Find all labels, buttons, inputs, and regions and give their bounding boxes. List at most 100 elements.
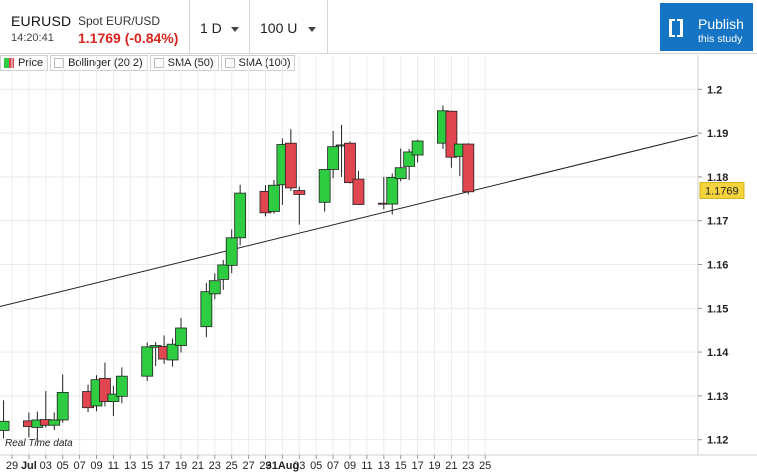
candle-down [462,143,475,193]
candle-down [352,178,365,205]
time-tick-label: 05 [310,460,322,472]
publish-button[interactable]: Publish this study [660,3,753,51]
time-tick-label: 27 [242,460,254,472]
time-tick-label: 05 [57,460,69,472]
candle-up [327,146,340,170]
last-price-label: 1.1769 [705,185,739,197]
time-tick-label: 11 [108,460,119,472]
candle-up [394,167,407,180]
candle-up [268,184,280,212]
quote-time: 14:20:41 [11,32,54,44]
time-tick-label: 23 [209,460,221,472]
interval-dropdown[interactable]: 1 D [190,0,250,54]
price-tick-label: 1.17 [707,216,728,228]
realtime-note: Real Time data [5,438,73,449]
candle-up [411,140,424,156]
indicator-legend: Price Bollinger (20 2) SMA (50) SMA (100… [0,55,297,73]
time-tick-label: 15 [141,460,153,472]
time-tick-label: 03 [293,460,305,472]
candle-down [99,377,111,402]
candle-down [284,142,297,189]
candle-up [234,192,247,239]
legend-item-sma-100[interactable]: SMA (100) [220,55,296,71]
chart-toolbar: EURUSD Spot EUR/USD 14:20:41 1.1769 (-0.… [0,0,757,54]
price-tick-label: 1.13 [707,391,728,403]
candle-up [141,346,154,377]
legend-item-sma-50[interactable]: SMA (50) [149,55,219,71]
time-tick-label: 25 [226,460,238,472]
interval-value: 1 D [200,20,222,36]
price-tick-label: 1.16 [707,260,728,272]
legend-label: SMA (50) [167,57,214,69]
price-tick-label: 1.18 [707,172,728,184]
last-price-badge [699,182,745,199]
legend-label: Price [18,57,44,69]
checkbox-icon [54,58,65,68]
time-tick-label: 31Aug [266,460,300,472]
legend-item-bollinger[interactable]: Bollinger (20 2) [50,55,148,71]
time-tick-label: 21 [445,460,457,472]
price-change: 1.1769 (-0.84%) [78,30,179,46]
candle-up [386,176,399,205]
publish-icon [669,18,683,38]
publish-sublabel: this study [698,33,743,45]
time-tick-label: 19 [428,460,440,472]
range-value: 100 U [260,20,298,36]
time-tick-label: 15 [395,460,407,472]
time-axis: 29 Jul 03 05 07 09 11 13 15 17 19 21 23 25 27 2931Aug03… [6,455,491,472]
time-tick-label: 17 [411,460,423,472]
legend-label: SMA (100) [238,57,291,69]
trendline [0,134,699,308]
time-tick-label: 03 [40,460,52,472]
candle-up [175,327,187,346]
symbol-name: EURUSD [11,13,72,29]
symbol-box[interactable]: EURUSD Spot EUR/USD 14:20:41 1.1769 (-0.… [0,0,190,54]
time-tick-label: 09 [90,460,102,472]
checkbox-icon [153,58,164,68]
candle-up [48,419,61,426]
time-tick-label: 13 [124,460,136,472]
range-dropdown[interactable]: 100 U [250,0,328,54]
legend-label: Bollinger (20 2) [68,57,143,69]
time-tick-label: 07 [73,460,85,472]
candle-up [0,420,10,431]
candle-up [200,291,213,328]
caret-down-icon [231,27,239,32]
candle-down [293,190,306,195]
time-tick-label: 29 [259,460,271,472]
symbol-description: Spot EUR/USD [78,14,161,28]
time-tick-label: 23 [462,460,474,472]
candle-up [403,151,416,167]
time-tick-label: 11 [361,460,372,472]
time-tick-label: 09 [344,460,356,472]
candles [0,105,475,442]
candle-up [217,264,230,280]
candle-up [115,375,128,397]
time-tick-label: 21 [192,460,204,472]
candle-up [208,280,221,295]
time-tick-label: 07 [327,460,339,472]
time-tick-label: 13 [378,460,390,472]
price-tick-label: 1.15 [707,303,728,315]
price-tick-label: 1.12 [707,435,728,447]
price-tick-label: 1.14 [707,347,729,359]
price-swatch-icon [4,58,14,68]
time-tick-label: 29 [6,460,18,472]
time-tick-label: 25 [479,460,491,472]
publish-label: Publish [698,16,744,32]
candle-up [225,237,238,266]
checkbox-icon [224,58,235,68]
candle-up [107,393,120,402]
caret-down-icon [308,27,316,32]
time-tick-label: Jul [21,460,37,472]
price-tick-label: 1.2 [707,84,722,96]
candle-up [318,169,331,203]
last-price-marker: 1.1769 [699,182,745,199]
time-tick-label: 19 [175,460,187,472]
price-axis: 1.2 1.19 1.18 1.17 1.16 1.15 1.14 1.13 1.12 [698,84,729,447]
price-tick-label: 1.19 [707,128,728,140]
candle-down [344,142,356,184]
time-tick-label: 17 [158,460,170,472]
candle-down [445,110,458,158]
